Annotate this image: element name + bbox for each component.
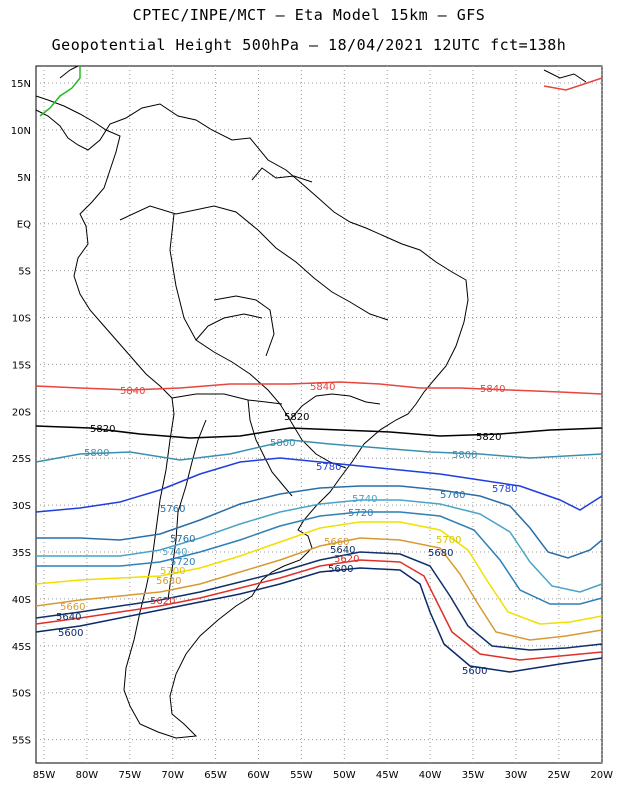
label-5620-b: 5620 [150,596,175,607]
lon-tick-label: 85W [33,770,56,781]
contour-5600 [35,567,603,673]
label-5820-b: 5820 [284,412,309,423]
map-frame [35,65,603,764]
lat-tick-label: 25S [12,454,31,465]
lat-tick-label: 45S [12,642,31,653]
contour-5640 [35,551,603,651]
label-5840-c: 5840 [480,384,505,395]
contour-5780 [35,457,603,513]
label-5680-b: 5680 [156,576,181,587]
lat-tick-label: 5S [18,267,31,278]
label-5660-b: 5660 [60,602,85,613]
label-5780-b: 5780 [492,484,517,495]
label-5820-a: 5820 [90,424,115,435]
contour-5820 [35,425,603,439]
map-title: CPTEC/INPE/MCT — Eta Model 15km — GFS [132,6,486,24]
lon-tick-label: 70W [161,770,184,781]
lon-tick-label: 45W [376,770,399,781]
label-5820-c: 5820 [476,432,501,443]
label-5640-a: 5640 [330,545,355,556]
lat-tick-label: 10N [11,126,31,137]
lon-tick-label: 50W [333,770,356,781]
lat-tick-label: 20S [12,407,31,418]
label-5600-b: 5600 [58,628,83,639]
label-5720-a: 5720 [348,508,373,519]
lat-tick-label: 15N [11,79,31,90]
lon-tick-label: 65W [204,770,227,781]
lat-tick-label: EQ [17,220,31,231]
lon-tick-label: 20W [590,770,613,781]
contour-5680 [35,537,603,641]
lon-tick-label: 40W [419,770,442,781]
contour-5740 [36,499,603,593]
axis-tick-labels: 15N 10N 5N EQ 5S 10S 15S 20S 25S 30S 35S 40S 45S 50S 5… [11,79,613,781]
label-5720-b: 5720 [170,557,195,568]
label-5740-a: 5740 [352,494,377,505]
contour-5840-north [543,77,603,91]
lat-tick-label: 30S [12,501,31,512]
lat-tick-label: 50S [12,689,31,700]
label-5600-c: 5600 [462,666,487,677]
map-subtitle: Geopotential Height 500hPa — 18/04/2021 … [51,36,567,54]
label-5600-a: 5600 [328,564,353,575]
lon-tick-label: 25W [547,770,570,781]
label-5680-a: 5680 [428,548,453,559]
label-5760-a: 5760 [160,504,185,515]
lat-tick-label: 40S [12,595,31,606]
lat-tick-label: 35S [12,548,31,559]
contour-5720 [36,511,603,605]
lat-tick-label: 55S [12,736,31,747]
label-5700-b: 5700 [160,566,185,577]
green-contour-line [39,66,81,117]
lon-tick-label: 55W [290,770,313,781]
coastline [35,65,587,739]
label-5800-c: 5800 [452,450,477,461]
label-5840-a: 5840 [120,386,145,397]
label-5800-a: 5800 [84,448,109,459]
contour-value-labels: 5840 5840 5840 5820 5820 5820 5800 5800 … [56,382,517,677]
label-5660-a: 5660 [324,537,349,548]
label-5620-a: 5620 [334,554,359,565]
label-5840-b: 5840 [310,382,335,393]
label-5700-a: 5700 [436,535,461,546]
contour-5800 [35,439,603,463]
lon-tick-label: 30W [505,770,528,781]
lon-tick-label: 60W [247,770,270,781]
contour-lines [35,77,603,673]
label-5760-c: 5760 [440,490,465,501]
lat-tick-label: 10S [12,314,31,325]
lat-lon-grid [36,66,603,763]
label-5760-b: 5760 [170,534,195,545]
contour-5840 [35,381,603,395]
label-5640-b: 5640 [56,612,81,623]
lat-tick-label: 15S [12,360,31,371]
lat-tick-label: 5N [17,173,31,184]
lon-tick-label: 75W [118,770,141,781]
contour-5620 [35,559,603,661]
contour-5760 [36,485,603,559]
lon-tick-label: 35W [462,770,485,781]
lon-tick-label: 80W [76,770,99,781]
label-5800-b: 5800 [270,438,295,449]
contour-5700 [35,521,603,625]
label-5740-b: 5740 [162,547,187,558]
label-5780-a: 5780 [316,462,341,473]
